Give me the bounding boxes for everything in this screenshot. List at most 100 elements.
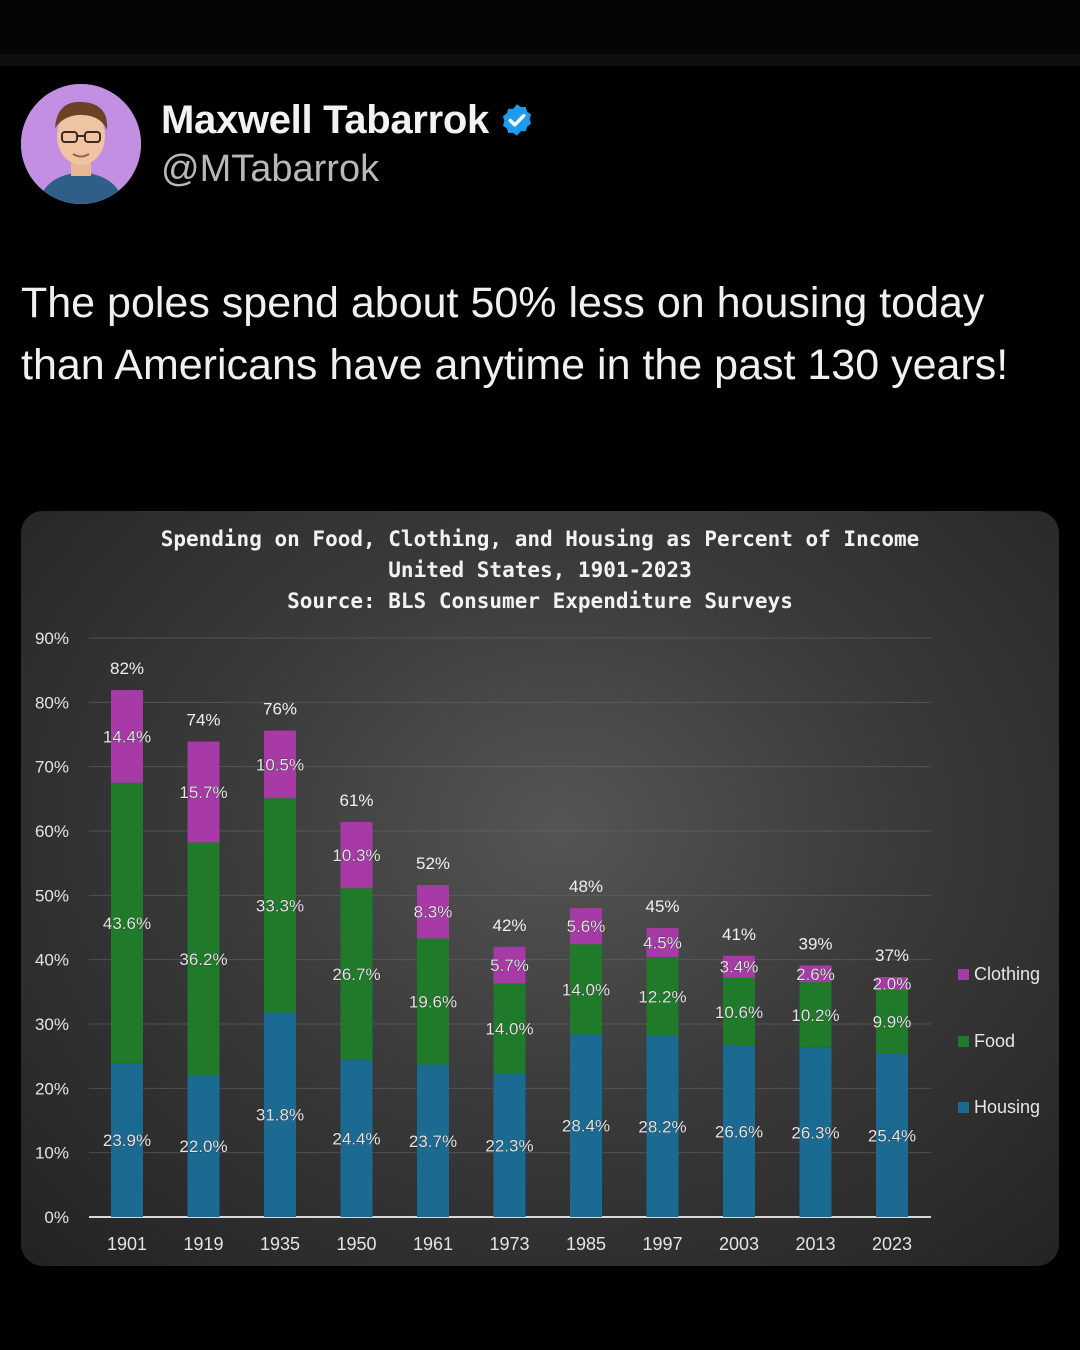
top-divider xyxy=(0,54,1080,66)
x-tick-label: 1961 xyxy=(413,1234,453,1254)
bar-clothing xyxy=(646,928,679,958)
bar-food xyxy=(723,977,755,1046)
x-tick-label: 1973 xyxy=(489,1234,529,1254)
bar-clothing xyxy=(187,741,220,843)
chart-title: Spending on Food, Clothing, and Housing … xyxy=(160,527,920,551)
data-label-food: 9.9% xyxy=(873,1013,912,1032)
bar-food xyxy=(340,888,373,1061)
x-tick-label: 1935 xyxy=(260,1234,300,1254)
bar-food xyxy=(570,944,602,1035)
data-label-clothing: 2.0% xyxy=(873,974,912,993)
bar-food xyxy=(493,983,526,1074)
y-tick-label: 30% xyxy=(35,1015,69,1034)
legend-swatch-housing xyxy=(958,1102,969,1113)
author-name-row[interactable]: Maxwell Tabarrok xyxy=(161,94,535,146)
chart-subtitle: United States, 1901-2023 xyxy=(388,558,692,582)
x-tick-label: 1901 xyxy=(107,1234,147,1254)
total-label: 76% xyxy=(263,700,297,719)
author-name[interactable]: Maxwell Tabarrok xyxy=(161,97,489,142)
total-label: 45% xyxy=(645,897,679,916)
data-label-food: 14.0% xyxy=(485,1020,533,1039)
data-label-food: 43.6% xyxy=(103,914,151,933)
data-label-clothing: 4.5% xyxy=(643,934,682,953)
data-label-food: 33.3% xyxy=(256,896,304,915)
y-tick-label: 80% xyxy=(35,693,69,712)
bar-clothing xyxy=(493,946,526,984)
y-tick-label: 90% xyxy=(35,629,69,648)
data-label-food: 26.7% xyxy=(332,965,380,984)
chart-source: Source: BLS Consumer Expenditure Surveys xyxy=(287,589,793,613)
bar-food xyxy=(187,842,220,1076)
avatar[interactable] xyxy=(21,84,141,204)
legend-swatch-clothing xyxy=(958,969,969,980)
data-label-housing: 22.3% xyxy=(485,1136,533,1155)
x-tick-label: 2013 xyxy=(795,1234,835,1254)
legend-label-clothing: Clothing xyxy=(974,964,1040,984)
data-label-housing: 26.6% xyxy=(715,1122,763,1141)
total-label: 42% xyxy=(492,916,526,935)
data-label-clothing: 5.6% xyxy=(567,917,606,936)
bar-housing xyxy=(799,1047,832,1217)
x-tick-label: 1985 xyxy=(566,1234,606,1254)
chart-card[interactable]: Spending on Food, Clothing, and Housing … xyxy=(21,511,1059,1266)
bar-clothing xyxy=(876,977,908,990)
data-label-housing: 31.8% xyxy=(256,1106,304,1125)
bar-clothing xyxy=(264,730,296,799)
x-tick-label: 1997 xyxy=(642,1234,682,1254)
total-label: 39% xyxy=(798,934,832,953)
tweet-text: The poles spend about 50% less on housin… xyxy=(21,279,1009,389)
x-tick-label: 1919 xyxy=(183,1234,223,1254)
legend-label-housing: Housing xyxy=(974,1097,1040,1117)
bar-food xyxy=(876,989,908,1054)
bar-housing xyxy=(570,1034,602,1217)
bar-clothing xyxy=(111,690,143,783)
y-tick-label: 10% xyxy=(35,1144,69,1163)
y-tick-label: 60% xyxy=(35,822,69,841)
data-label-clothing: 15.7% xyxy=(179,783,227,802)
verified-badge-icon xyxy=(502,104,532,136)
data-label-housing: 22.0% xyxy=(179,1137,227,1156)
data-label-clothing: 5.7% xyxy=(490,956,529,975)
data-label-food: 36.2% xyxy=(179,950,227,969)
bar-housing xyxy=(493,1073,526,1217)
y-tick-label: 20% xyxy=(35,1079,69,1098)
data-label-housing: 28.2% xyxy=(638,1117,686,1136)
data-label-clothing: 10.5% xyxy=(256,755,304,774)
bar-housing xyxy=(264,1012,296,1217)
data-label-housing: 25.4% xyxy=(868,1126,916,1145)
data-label-clothing: 2.6% xyxy=(796,965,835,984)
author-handle[interactable]: @MTabarrok xyxy=(161,148,380,190)
data-label-housing: 23.7% xyxy=(409,1132,457,1151)
x-tick-label: 2003 xyxy=(719,1234,759,1254)
bar-clothing xyxy=(723,955,755,978)
bar-housing xyxy=(187,1075,220,1217)
bar-housing xyxy=(876,1053,908,1217)
data-label-food: 10.6% xyxy=(715,1003,763,1022)
avatar-illustration xyxy=(21,84,141,204)
bar-housing xyxy=(340,1060,373,1217)
total-label: 74% xyxy=(186,711,220,730)
data-label-housing: 28.4% xyxy=(562,1117,610,1136)
y-tick-label: 50% xyxy=(35,886,69,905)
total-label: 41% xyxy=(722,925,756,944)
bar-housing xyxy=(646,1035,679,1217)
bar-food xyxy=(799,982,832,1048)
y-tick-label: 0% xyxy=(44,1208,69,1227)
bar-food xyxy=(264,798,296,1013)
bar-housing xyxy=(111,1063,143,1217)
data-label-food: 14.0% xyxy=(562,980,610,999)
bar-clothing xyxy=(417,885,449,939)
x-tick-label: 1950 xyxy=(336,1234,376,1254)
data-label-clothing: 8.3% xyxy=(414,903,453,922)
data-label-food: 12.2% xyxy=(638,987,686,1006)
data-label-housing: 23.9% xyxy=(103,1131,151,1150)
stacked-bar-chart: 0% 10% 20% 30% 40% 50% 60% 70% 80% 90% 23.9% 43.6% 1… xyxy=(35,629,1040,1254)
data-label-housing: 24.4% xyxy=(332,1130,380,1149)
total-label: 48% xyxy=(569,877,603,896)
bar-clothing xyxy=(570,908,602,945)
y-tick-label: 70% xyxy=(35,758,69,777)
data-label-clothing: 3.4% xyxy=(720,958,759,977)
bar-housing xyxy=(723,1045,755,1217)
total-label: 52% xyxy=(416,854,450,873)
legend-label-food: Food xyxy=(974,1031,1015,1051)
